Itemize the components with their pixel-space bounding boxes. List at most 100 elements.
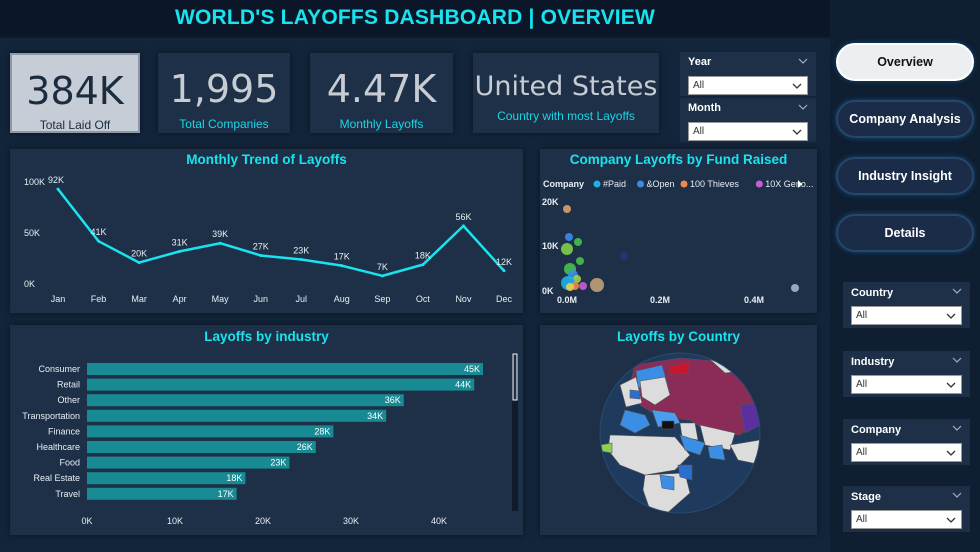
- scatter-point: [576, 257, 584, 265]
- scatter-point: [566, 283, 574, 291]
- kpi-total-laid-off: 384K Total Laid Off: [10, 53, 140, 133]
- chevron-down-icon[interactable]: [952, 423, 962, 433]
- industry-slicer: Industry All: [843, 351, 970, 397]
- chevron-down-icon: [946, 313, 956, 319]
- company-slicer: Company All: [843, 419, 970, 465]
- data-label: 20K: [131, 249, 147, 259]
- year-slicer: Year All: [680, 52, 816, 96]
- fund-raised-scatter: Company #Paid &Open 100 Thieves 10X Geno... 0…: [542, 179, 813, 305]
- category-label: Real Estate: [33, 473, 80, 483]
- x-tick-label: Nov: [455, 294, 472, 304]
- x-tick-label: Sep: [374, 294, 390, 304]
- scatter-point: [561, 243, 573, 255]
- kpi-value: United States: [474, 71, 658, 102]
- chevron-down-icon[interactable]: [952, 286, 962, 296]
- country-dropdown[interactable]: All: [851, 306, 962, 325]
- month-slicer: Month All: [680, 98, 816, 142]
- data-point: [502, 269, 506, 273]
- data-point: [380, 274, 384, 278]
- kpi-label: Total Companies: [179, 117, 269, 131]
- month-dropdown[interactable]: All: [688, 122, 808, 141]
- category-label: Food: [59, 458, 80, 468]
- data-label: 36K: [385, 395, 401, 405]
- category-label: Finance: [48, 426, 80, 436]
- category-label: Transportation: [22, 411, 80, 421]
- scatter-point: [590, 278, 604, 292]
- bar: [87, 441, 316, 453]
- data-point: [178, 249, 182, 253]
- scatter-point: [565, 233, 573, 241]
- title-bar: WORLD'S LAYOFFS DASHBOARD | OVERVIEW: [0, 0, 830, 36]
- right-panel: [830, 0, 980, 552]
- scatter-point: [574, 238, 582, 246]
- x-tick-label: Jun: [253, 294, 268, 304]
- data-label: 41K: [91, 227, 107, 237]
- legend-item: 10X Geno...: [765, 179, 813, 189]
- dropdown-value: All: [693, 80, 705, 91]
- scatter-point: [573, 275, 581, 283]
- chevron-down-icon[interactable]: [798, 56, 808, 66]
- year-dropdown[interactable]: All: [688, 76, 808, 95]
- bar: [87, 472, 246, 485]
- bar: [87, 378, 475, 391]
- x-tick-label: Dec: [496, 294, 513, 304]
- x-tick-label: 0.2M: [650, 295, 670, 305]
- chevron-down-icon: [792, 129, 802, 135]
- dropdown-value: All: [856, 310, 868, 321]
- x-tick-label: Jan: [51, 294, 66, 304]
- nav-industry-insight-button[interactable]: Industry Insight: [836, 157, 974, 195]
- data-label: 23K: [270, 458, 286, 468]
- company-dropdown[interactable]: All: [851, 443, 962, 462]
- chevron-down-icon[interactable]: [798, 102, 808, 112]
- world-globe-map[interactable]: [540, 325, 817, 535]
- legend-marker: [755, 180, 763, 188]
- dashboard-title: WORLD'S LAYOFFS DASHBOARD | OVERVIEW: [174, 6, 656, 29]
- nav-company-analysis-button[interactable]: Company Analysis: [836, 100, 974, 138]
- data-point: [299, 258, 303, 262]
- data-point: [56, 187, 60, 191]
- series-line: [57, 188, 505, 278]
- industry-bar-chart: Consumer 45K Retail 44K Other 36K Transportati…: [22, 353, 518, 526]
- data-label: 17K: [218, 489, 234, 499]
- monthly-trend-card: Monthly Trend of Layoffs 0K 50K 100K 92K Jan…: [10, 149, 523, 313]
- dropdown-value: All: [693, 126, 705, 137]
- data-label: 12K: [496, 257, 512, 267]
- chart-title: Layoffs by industry: [204, 329, 329, 344]
- y-tick-label: 10K: [542, 241, 559, 251]
- x-tick-label: 10K: [167, 516, 183, 526]
- x-tick-label: Aug: [334, 294, 350, 304]
- stage-slicer: Stage All: [843, 486, 970, 532]
- industry-dropdown[interactable]: All: [851, 375, 962, 394]
- legend-marker: [593, 180, 601, 188]
- chart-title: Layoffs by Country: [616, 329, 740, 344]
- chevron-down-icon: [946, 382, 956, 388]
- x-tick-label: 20K: [255, 516, 271, 526]
- data-point: [218, 241, 222, 245]
- data-point: [461, 224, 465, 228]
- chevron-down-icon: [946, 450, 956, 456]
- category-label: Other: [57, 395, 80, 405]
- scrollbar-thumb[interactable]: [512, 353, 518, 401]
- y-tick-label: 0K: [24, 279, 35, 289]
- nav-details-button[interactable]: Details: [836, 214, 974, 252]
- data-point: [259, 253, 263, 257]
- legend-title: Company: [543, 179, 584, 189]
- chevron-down-icon[interactable]: [952, 490, 962, 500]
- x-tick-label: Mar: [131, 294, 147, 304]
- data-point: [340, 264, 344, 268]
- x-tick-label: Apr: [173, 294, 187, 304]
- kpi-value: 4.47K: [326, 67, 437, 111]
- x-tick-label: 0.0M: [557, 295, 577, 305]
- chart-title: Company Layoffs by Fund Raised: [569, 152, 788, 167]
- stage-dropdown[interactable]: All: [851, 510, 962, 529]
- chevron-down-icon[interactable]: [952, 355, 962, 365]
- data-label: 18K: [226, 473, 242, 483]
- industry-card: Layoffs by industry Consumer 45K Retail 44K…: [10, 325, 523, 535]
- kpi-value: 384K: [26, 69, 124, 113]
- category-label: Travel: [55, 489, 80, 499]
- x-tick-label: 0K: [81, 516, 92, 526]
- slicer-title: Company: [851, 424, 902, 436]
- data-label: 27K: [253, 241, 269, 251]
- scatter-point: [563, 205, 571, 213]
- nav-overview-button[interactable]: Overview: [836, 43, 974, 81]
